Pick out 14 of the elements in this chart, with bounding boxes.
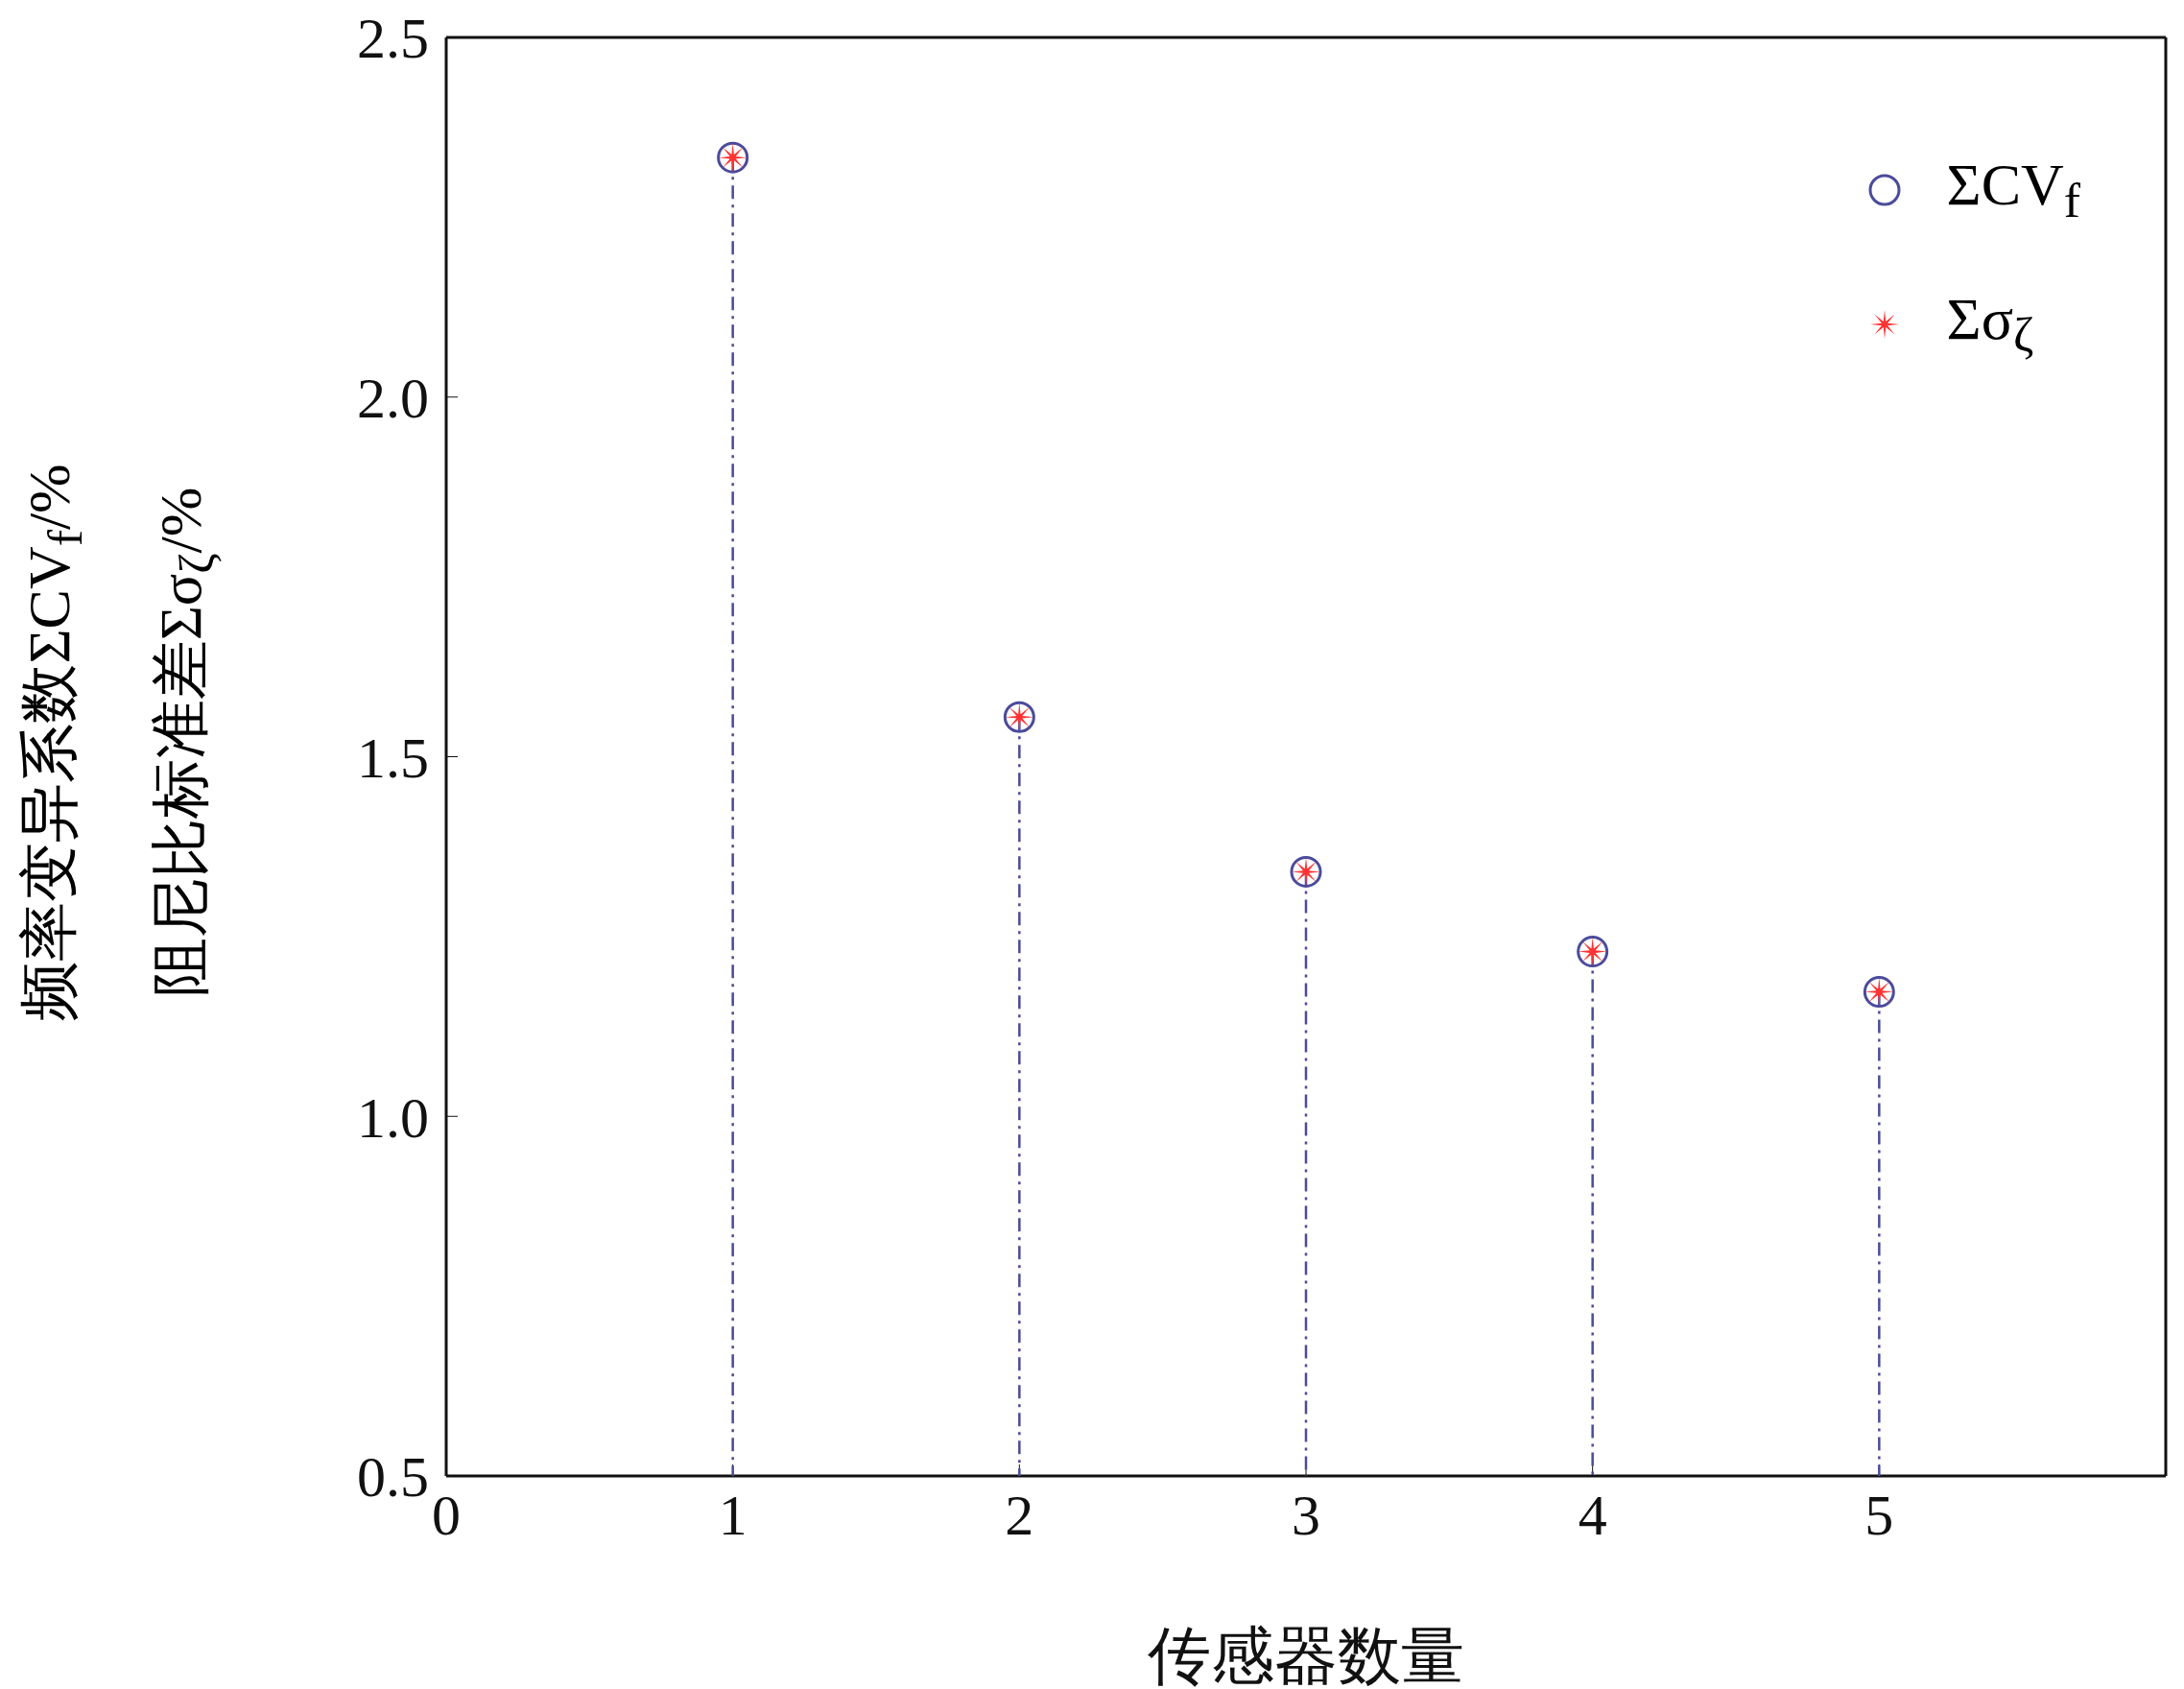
x-axis-title: 传感器数量 — [1148, 1621, 1464, 1689]
y-tick-label: 1.5 — [357, 726, 429, 790]
x-tick-label: 3 — [1292, 1483, 1320, 1547]
x-tick-label: 4 — [1578, 1483, 1607, 1547]
x-tick-label: 0 — [432, 1483, 461, 1547]
legend-label: ΣCV$_{f}$ — [1946, 151, 2080, 229]
x-tick-label: 5 — [1864, 1483, 1894, 1547]
y-tick-label: 0.5 — [357, 1445, 429, 1510]
y-tick-label: 2.0 — [357, 367, 429, 431]
x-tick-label: 2 — [1005, 1483, 1034, 1547]
legend-label: Σσ$_{ζ}$ — [1946, 285, 2034, 364]
y-tick-label: 1.0 — [357, 1085, 429, 1150]
x-tick-label: 1 — [718, 1483, 748, 1547]
y-tick-label: 2.5 — [357, 7, 429, 71]
